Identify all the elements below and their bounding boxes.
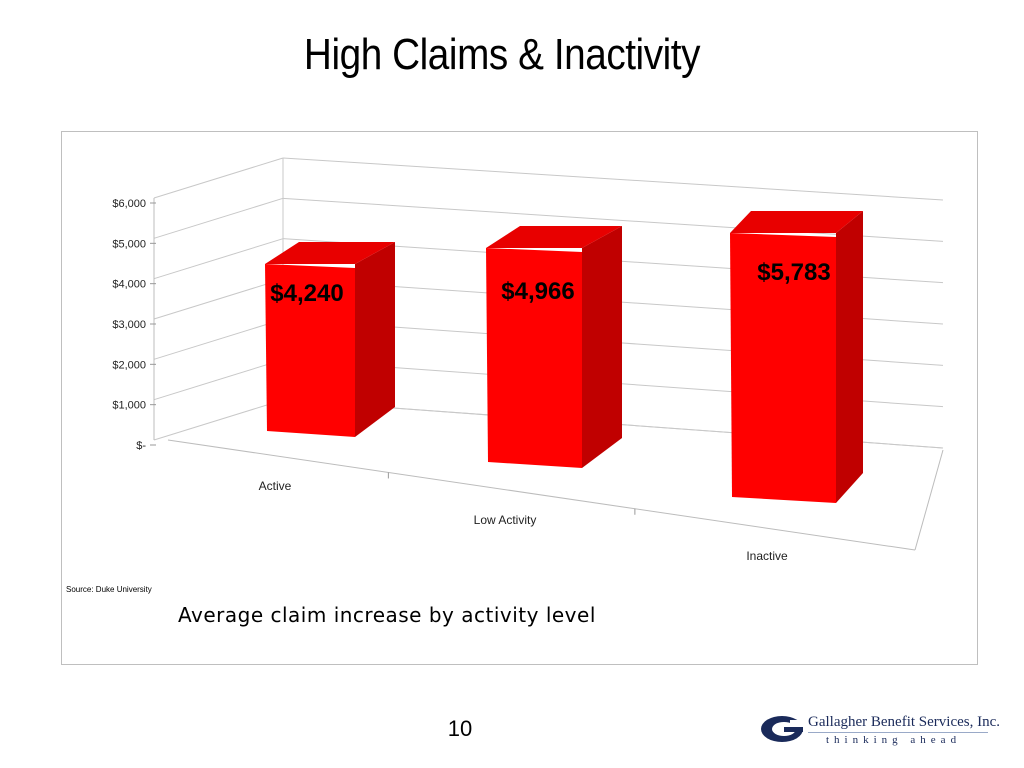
- chart-caption: Average claim increase by activity level: [178, 603, 596, 627]
- side-gridline-6: [153, 157, 284, 199]
- data-label-1: $4,966: [501, 278, 574, 305]
- category-label-0: Active: [259, 479, 292, 493]
- side-gridline-1: [153, 359, 284, 401]
- slide-title: High Claims & Inactivity: [303, 30, 701, 79]
- bar-0: [265, 264, 355, 437]
- category-label-1: Low Activity: [474, 513, 537, 527]
- bar-top-2: [730, 211, 863, 233]
- brand-logo: Gallagher Benefit Services, Inc. thinkin…: [760, 712, 1000, 752]
- gallagher-g-icon: [761, 716, 804, 742]
- data-label-0: $4,240: [270, 280, 343, 307]
- source-note: Source: Duke University: [66, 585, 152, 594]
- gridline-6: [282, 157, 944, 201]
- category-label-2: Inactive: [746, 549, 788, 563]
- bar-side-1: [582, 226, 622, 468]
- y-tick-label-2: $2,000: [112, 359, 146, 371]
- y-tick-label-5: $5,000: [112, 238, 146, 250]
- side-gridline-5: [153, 197, 284, 239]
- bar-side-0: [355, 242, 395, 437]
- y-tick-label-3: $3,000: [112, 319, 146, 331]
- y-tick-label-0: $-: [136, 440, 146, 452]
- data-label-2: $5,783: [757, 259, 830, 286]
- side-gridline-2: [153, 318, 284, 360]
- y-tick-label-6: $6,000: [112, 198, 146, 210]
- bar-side-2: [836, 211, 863, 503]
- side-gridline-3: [153, 278, 284, 320]
- y-tick-label-4: $4,000: [112, 279, 146, 291]
- bar-top-1: [486, 226, 622, 248]
- brand-name: Gallagher Benefit Services, Inc.: [808, 714, 1001, 730]
- side-gridline-0: [153, 399, 284, 441]
- side-gridline-4: [153, 238, 284, 280]
- gridline-5: [282, 197, 944, 242]
- brand-tagline: thinking ahead: [826, 734, 962, 746]
- page-number: 10: [447, 716, 473, 741]
- bar-1: [486, 248, 582, 468]
- y-tick-label-1: $1,000: [112, 400, 146, 412]
- bar-2: [730, 233, 836, 503]
- floor-front-edge: [167, 439, 916, 551]
- floor-right-edge: [914, 449, 944, 551]
- bar-top-0: [265, 242, 395, 264]
- brand-divider: [808, 732, 988, 733]
